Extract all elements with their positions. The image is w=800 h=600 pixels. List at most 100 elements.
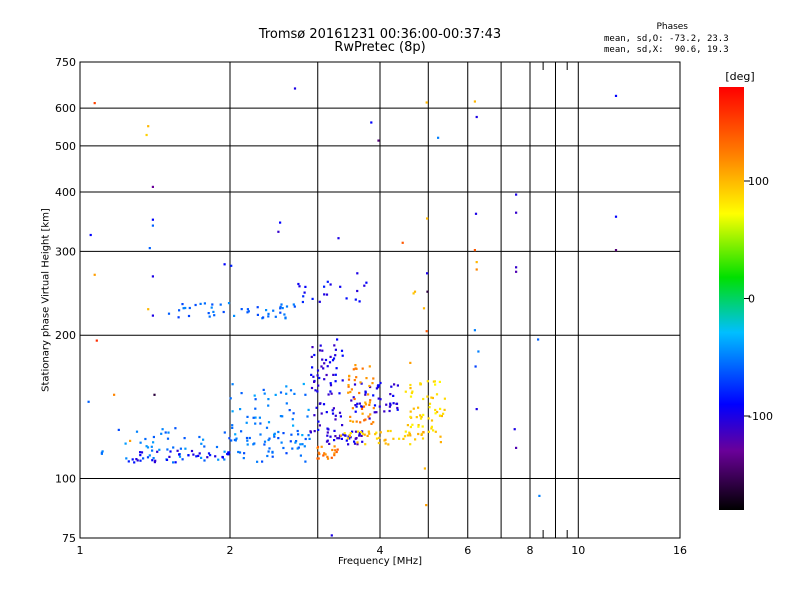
data-point [319, 344, 322, 347]
data-point [200, 456, 203, 459]
data-point [183, 437, 186, 440]
data-point [375, 437, 379, 440]
data-point [133, 461, 136, 464]
data-point [537, 338, 540, 341]
data-point [368, 384, 371, 388]
phases-mean-x: mean, sd,X: 90.6, 19.3 [604, 45, 729, 55]
data-point [431, 396, 434, 400]
data-point [235, 437, 238, 440]
data-point [309, 430, 312, 433]
colorbar-tick-label: 0 [748, 293, 755, 306]
data-point [317, 457, 320, 460]
x-tick-label: 4 [377, 544, 384, 557]
data-point [274, 315, 277, 318]
data-point [363, 433, 366, 436]
data-point [324, 453, 327, 456]
data-point [280, 441, 283, 444]
data-point [354, 298, 357, 301]
data-point [299, 443, 302, 446]
data-point [311, 366, 314, 369]
y-tick-label: 600 [55, 102, 76, 115]
data-point [146, 446, 150, 449]
data-point [406, 424, 409, 427]
data-point [361, 412, 364, 415]
data-point [434, 383, 437, 386]
data-point [375, 411, 378, 414]
data-point [348, 374, 351, 377]
data-point [359, 421, 362, 424]
data-point [153, 461, 156, 464]
colorbar-unit: [deg] [725, 70, 755, 83]
data-point [427, 430, 430, 433]
data-point [320, 445, 323, 448]
data-point [318, 452, 321, 456]
data-point [139, 451, 142, 454]
data-point [426, 290, 429, 293]
data-point [207, 452, 211, 455]
data-point [389, 393, 392, 396]
data-point [318, 424, 321, 427]
phases-mean-o: mean, sd,O: -73.2, 23.3 [604, 34, 729, 44]
data-point [331, 448, 334, 452]
data-point [334, 414, 337, 417]
data-point [139, 454, 142, 457]
data-point [323, 362, 326, 365]
data-point [358, 391, 361, 395]
data-point [263, 392, 266, 395]
data-point [245, 421, 248, 424]
data-point [147, 308, 150, 311]
data-point [285, 402, 288, 405]
data-point [408, 433, 411, 436]
data-point [214, 455, 217, 458]
data-point [209, 454, 212, 457]
data-point [350, 388, 353, 391]
data-point [375, 387, 378, 390]
data-point [198, 435, 201, 439]
data-point [247, 310, 250, 313]
colorbar-ticks: 100 0 -100 [744, 175, 773, 423]
data-point [351, 430, 354, 433]
data-point [430, 425, 433, 428]
data-point [359, 381, 362, 384]
data-point [87, 400, 90, 403]
data-point [438, 380, 441, 383]
data-point [427, 417, 430, 420]
data-point [356, 443, 359, 446]
data-point [289, 389, 293, 392]
data-point [396, 406, 399, 410]
data-point [148, 454, 151, 457]
data-point [154, 459, 157, 462]
data-point [329, 382, 332, 385]
data-point [306, 415, 309, 418]
data-point [222, 310, 225, 314]
data-point [331, 359, 335, 362]
data-point [420, 415, 423, 419]
data-point [473, 329, 476, 332]
data-point [426, 272, 429, 275]
data-point [350, 399, 353, 402]
data-point [253, 442, 256, 445]
data-points [87, 87, 618, 537]
data-point [246, 308, 249, 311]
data-point [281, 307, 284, 310]
data-point [353, 379, 356, 382]
data-point [292, 303, 295, 306]
data-point [515, 266, 518, 269]
data-point [430, 419, 434, 422]
data-point [475, 261, 478, 264]
data-point [367, 415, 370, 418]
data-point [335, 367, 338, 370]
data-point [190, 449, 194, 453]
data-point [307, 408, 310, 411]
data-point [474, 365, 477, 368]
data-point [148, 247, 151, 250]
data-point [353, 440, 356, 443]
data-point [372, 377, 375, 380]
data-point [428, 406, 431, 409]
data-point [299, 454, 302, 457]
data-point [140, 451, 144, 454]
data-point [515, 193, 518, 196]
axis-ticks [542, 62, 568, 538]
data-point [168, 455, 171, 458]
data-point [333, 445, 336, 448]
